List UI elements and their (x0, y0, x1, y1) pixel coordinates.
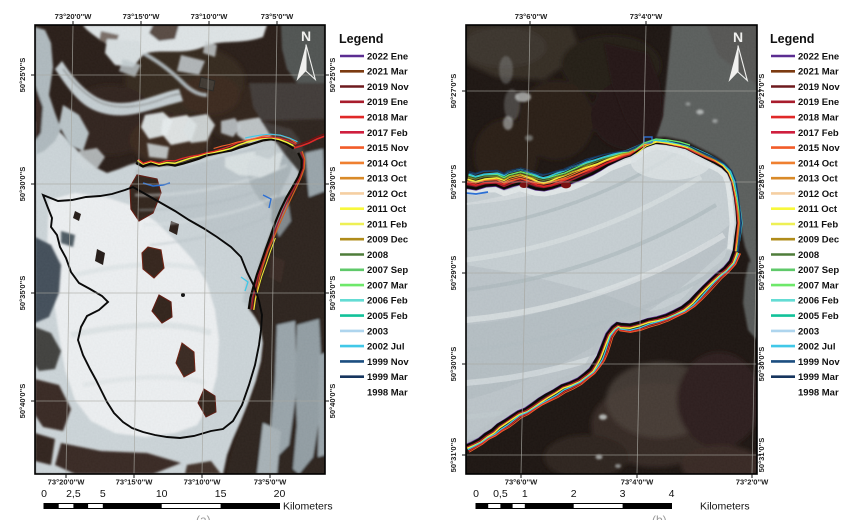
svg-text:2017 Feb: 2017 Feb (367, 128, 408, 139)
svg-text:2011 Oct: 2011 Oct (367, 204, 407, 215)
svg-text:2009 Dec: 2009 Dec (798, 235, 839, 246)
svg-text:15: 15 (215, 488, 227, 500)
svg-text:2022 Ene: 2022 Ene (367, 51, 408, 62)
svg-text:4: 4 (669, 488, 675, 500)
svg-text:2019 Ene: 2019 Ene (367, 97, 408, 108)
svg-text:20: 20 (274, 488, 286, 500)
svg-text:2007 Mar: 2007 Mar (367, 281, 408, 292)
svg-text:2022 Ene: 2022 Ene (798, 51, 839, 62)
svg-text:73°15'0''W: 73°15'0''W (123, 12, 161, 21)
svg-text:1: 1 (522, 488, 528, 500)
svg-text:1998 Mar: 1998 Mar (367, 387, 408, 398)
svg-text:1999 Nov: 1999 Nov (798, 357, 840, 368)
svg-text:50°40'0''S: 50°40'0''S (328, 384, 337, 419)
svg-text:73°10'0''W: 73°10'0''W (191, 12, 229, 21)
svg-text:50°25'0''S: 50°25'0''S (18, 58, 27, 93)
svg-text:50°40'0''S: 50°40'0''S (18, 384, 27, 419)
svg-text:73°5'0''W: 73°5'0''W (261, 12, 294, 21)
svg-text:2019 Nov: 2019 Nov (798, 82, 840, 93)
svg-text:0,5: 0,5 (493, 488, 508, 500)
svg-text:73°4'0''W: 73°4'0''W (621, 478, 654, 487)
svg-text:2017 Feb: 2017 Feb (798, 128, 839, 139)
svg-text:2018 Mar: 2018 Mar (798, 113, 839, 124)
svg-text:73°6'0''W: 73°6'0''W (505, 478, 538, 487)
svg-text:2021 Mar: 2021 Mar (367, 67, 408, 78)
svg-text:2007 Sep: 2007 Sep (367, 265, 408, 276)
svg-text:50°30'0''S: 50°30'0''S (449, 347, 458, 382)
svg-text:50°28'0''S: 50°28'0''S (757, 165, 766, 200)
svg-text:1999 Mar: 1999 Mar (367, 372, 408, 383)
svg-text:50°30'0''S: 50°30'0''S (328, 167, 337, 202)
svg-text:73°4'0''W: 73°4'0''W (630, 12, 663, 21)
svg-text:2008: 2008 (798, 250, 819, 261)
svg-text:2006 Feb: 2006 Feb (798, 296, 839, 307)
svg-text:2006 Feb: 2006 Feb (367, 296, 408, 307)
svg-text:50°28'0''S: 50°28'0''S (449, 165, 458, 200)
svg-text:2003: 2003 (367, 326, 388, 337)
svg-text:1998 Mar: 1998 Mar (798, 387, 839, 398)
svg-text:Legend: Legend (339, 32, 383, 46)
svg-text:2,5: 2,5 (66, 488, 81, 500)
svg-text:2018 Mar: 2018 Mar (367, 113, 408, 124)
svg-text:2: 2 (571, 488, 577, 500)
svg-text:50°30'0''S: 50°30'0''S (757, 347, 766, 382)
svg-text:50°29'0''S: 50°29'0''S (757, 256, 766, 291)
svg-text:2011 Feb: 2011 Feb (367, 219, 407, 230)
svg-text:Kilometers: Kilometers (700, 501, 750, 513)
svg-text:73°6'0''W: 73°6'0''W (515, 12, 548, 21)
svg-text:50°31'0''S: 50°31'0''S (449, 438, 458, 473)
svg-text:2011 Feb: 2011 Feb (798, 219, 838, 230)
svg-text:50°35'0''S: 50°35'0''S (328, 276, 337, 311)
svg-text:0: 0 (473, 488, 479, 500)
svg-text:2015 Nov: 2015 Nov (798, 143, 840, 154)
svg-text:50°35'0''S: 50°35'0''S (18, 276, 27, 311)
svg-text:73°20'0''W: 73°20'0''W (48, 478, 86, 487)
svg-text:Legend: Legend (770, 32, 814, 46)
svg-text:50°31'0''S: 50°31'0''S (757, 438, 766, 473)
svg-text:50°27'0''S: 50°27'0''S (757, 74, 766, 109)
svg-text:2012 Oct: 2012 Oct (367, 189, 407, 200)
svg-text:2005 Feb: 2005 Feb (367, 311, 408, 322)
svg-text:5: 5 (100, 488, 106, 500)
svg-text:2021 Mar: 2021 Mar (798, 67, 839, 78)
svg-text:Kilometers: Kilometers (283, 501, 333, 513)
svg-text:73°15'0''W: 73°15'0''W (116, 478, 154, 487)
svg-text:50°30'0''S: 50°30'0''S (18, 167, 27, 202)
svg-text:2009 Dec: 2009 Dec (367, 235, 408, 246)
svg-text:73°10'0''W: 73°10'0''W (184, 478, 222, 487)
svg-text:2008: 2008 (367, 250, 388, 261)
svg-text:2005 Feb: 2005 Feb (798, 311, 839, 322)
svg-text:2011 Oct: 2011 Oct (798, 204, 838, 215)
svg-text:2019 Ene: 2019 Ene (798, 97, 839, 108)
svg-text:3: 3 (620, 488, 626, 500)
svg-text:1999 Nov: 1999 Nov (367, 357, 409, 368)
svg-text:50°25'0''S: 50°25'0''S (328, 58, 337, 93)
svg-text:10: 10 (156, 488, 168, 500)
svg-text:2012 Oct: 2012 Oct (798, 189, 838, 200)
svg-text:N: N (733, 29, 743, 45)
svg-text:0: 0 (41, 488, 47, 500)
svg-text:2019 Nov: 2019 Nov (367, 82, 409, 93)
svg-text:2014 Oct: 2014 Oct (367, 158, 407, 169)
svg-text:2003: 2003 (798, 326, 819, 337)
svg-text:2007 Mar: 2007 Mar (798, 281, 839, 292)
svg-text:(a): (a) (196, 513, 211, 520)
svg-text:73°20'0''W: 73°20'0''W (55, 12, 93, 21)
svg-text:N: N (301, 28, 311, 44)
svg-text:(b): (b) (652, 513, 667, 520)
svg-text:73°5'0''W: 73°5'0''W (254, 478, 287, 487)
svg-text:50°27'0''S: 50°27'0''S (449, 74, 458, 109)
svg-text:2002 Jul: 2002 Jul (367, 342, 405, 353)
svg-text:50°29'0''S: 50°29'0''S (449, 256, 458, 291)
svg-text:1999 Mar: 1999 Mar (798, 372, 839, 383)
svg-text:2013 Oct: 2013 Oct (367, 174, 407, 185)
svg-text:73°2'0''W: 73°2'0''W (736, 478, 769, 487)
svg-text:2015 Nov: 2015 Nov (367, 143, 409, 154)
svg-text:2007 Sep: 2007 Sep (798, 265, 839, 276)
svg-text:2002 Jul: 2002 Jul (798, 342, 836, 353)
svg-text:2013 Oct: 2013 Oct (798, 174, 838, 185)
svg-text:2014 Oct: 2014 Oct (798, 158, 838, 169)
